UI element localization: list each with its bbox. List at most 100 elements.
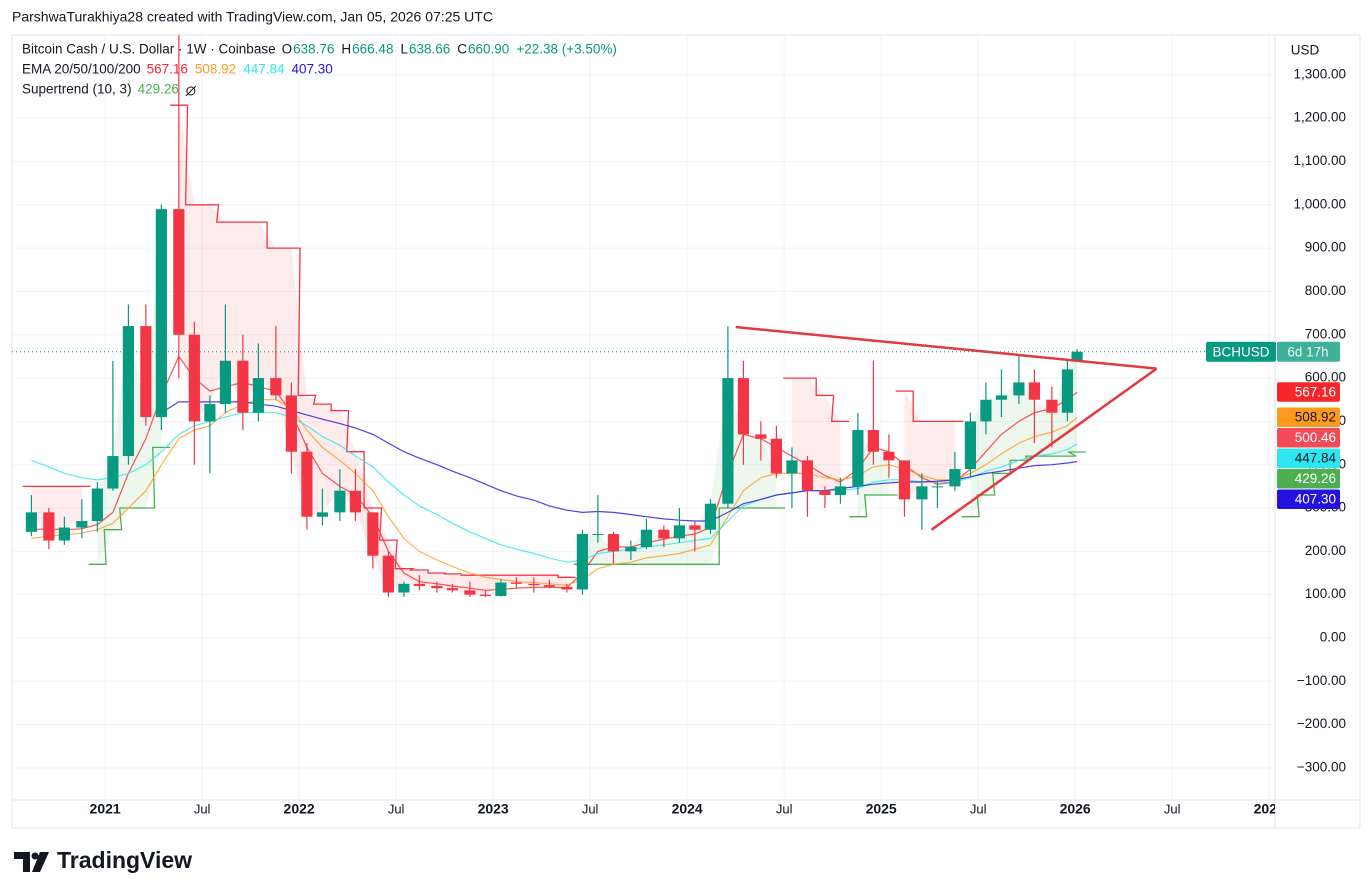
time-axis: 2021 Jul 2022 Jul 2023 Jul 2024 Jul 2025 Jul 2026 J… [90, 801, 1275, 817]
candle-body [204, 404, 216, 422]
candle-body [252, 378, 264, 413]
candle-body [658, 529, 670, 539]
price-tag-label: 429.26 [1295, 471, 1336, 486]
candle-body [301, 451, 313, 517]
candle-body [737, 378, 750, 435]
candle-body [722, 378, 734, 504]
y-tick-label: 1,300.00 [1293, 66, 1346, 81]
candle-body [964, 421, 976, 470]
candle-body [479, 594, 491, 596]
x-tick-label: Jul [194, 801, 211, 816]
symbol: Bitcoin Cash / U.S. Dollar · 1W · Coinba… [22, 42, 276, 57]
candle-body [801, 460, 814, 491]
attribution: ParshwaTurakhiya28 created with TradingV… [12, 9, 493, 25]
candle-body [219, 360, 231, 405]
ema-value: 567.16 [147, 62, 188, 77]
x-tick-label: Jul [388, 801, 405, 816]
candle-body [867, 430, 879, 452]
y-tick-label: 200.00 [1305, 543, 1346, 558]
price-tag [1277, 469, 1340, 489]
price-tag [1277, 407, 1340, 428]
candle-body [592, 534, 604, 536]
ohlc-value: 660.90 [468, 42, 509, 57]
trendline [735, 325, 1157, 370]
ohlc-key: L [400, 42, 408, 57]
y-tick-label: 100.00 [1305, 586, 1346, 601]
supertrend-fill [31, 105, 955, 596]
candle-body [528, 583, 540, 586]
trendline [930, 367, 1158, 531]
candle-body [625, 547, 637, 552]
ema-value: 508.92 [195, 62, 236, 77]
symbol-tag-label: BCHUSD [1212, 344, 1269, 359]
x-tick-label: Jul [1164, 801, 1181, 816]
candle-body [770, 438, 782, 474]
candle-body [173, 209, 185, 335]
candle-body [122, 326, 134, 457]
candle-body [689, 525, 701, 530]
candle-body [91, 488, 103, 522]
candle-body [561, 586, 573, 590]
x-tick-label: Jul [970, 801, 987, 816]
candle-body [640, 529, 652, 548]
y-tick-label: 1,100.00 [1293, 153, 1346, 168]
ohlc-key: O [282, 42, 293, 57]
brand-logo: TradingView [14, 847, 192, 873]
price-tag-label: 500.46 [1295, 430, 1336, 445]
ohlc-key: H [341, 42, 351, 57]
candle-body [495, 582, 507, 596]
candle-body [1061, 369, 1073, 413]
price-tag [1277, 448, 1340, 469]
candle-body [980, 399, 992, 422]
candle-body [140, 326, 152, 418]
supertrend-line [88, 446, 1086, 565]
candle-body [510, 582, 523, 584]
ohlc-key: C [457, 42, 467, 57]
y-tick-label: 800.00 [1305, 283, 1346, 298]
candle-body [270, 378, 282, 396]
ema-line [161, 401, 1078, 522]
candle-body [367, 512, 379, 556]
brand-name: TradingView [57, 847, 192, 873]
candle-body [188, 334, 200, 422]
chart-frame [11, 34, 1361, 829]
candle-body [543, 585, 555, 587]
candle-body [786, 460, 798, 474]
candle-body [107, 456, 119, 489]
candle-body [949, 469, 961, 487]
candle-body [58, 527, 70, 541]
x-tick-label: 2022 [284, 801, 315, 817]
candle-body [852, 430, 864, 487]
candle-body [576, 534, 588, 590]
countdown-tag [1277, 341, 1340, 362]
hidden-icon-slash [185, 85, 197, 97]
supertrend-line [22, 104, 964, 578]
currency: USD [1291, 43, 1320, 58]
candle-body [898, 460, 911, 500]
ema-value: 407.30 [291, 62, 332, 77]
grid [12, 35, 1275, 800]
x-tick-label: 2026 [1060, 801, 1091, 817]
y-tick-label: 1,200.00 [1293, 110, 1346, 125]
candle-body [1046, 399, 1058, 413]
candle-body [316, 512, 329, 517]
ema-value: 447.84 [243, 62, 285, 77]
x-tick-label: 2025 [866, 801, 897, 817]
candle-body [673, 525, 685, 539]
supertrend-value: 429.26 [138, 82, 179, 97]
candle-body [883, 451, 895, 461]
plot-area [12, 35, 1275, 597]
countdown-tag-label: 6d 17h [1287, 344, 1328, 359]
candle-body [398, 583, 410, 593]
ema-title: EMA 20/50/100/200 [22, 62, 141, 77]
candle-body [237, 360, 249, 413]
candle-body [834, 486, 847, 496]
candle-body [413, 583, 426, 587]
candle-body [1013, 382, 1025, 396]
candle-body [1028, 382, 1041, 400]
x-tick-label: Jul [776, 801, 793, 816]
x-tick-label: 2021 [90, 801, 121, 817]
candle-body [43, 512, 55, 541]
candle-body [25, 512, 37, 532]
